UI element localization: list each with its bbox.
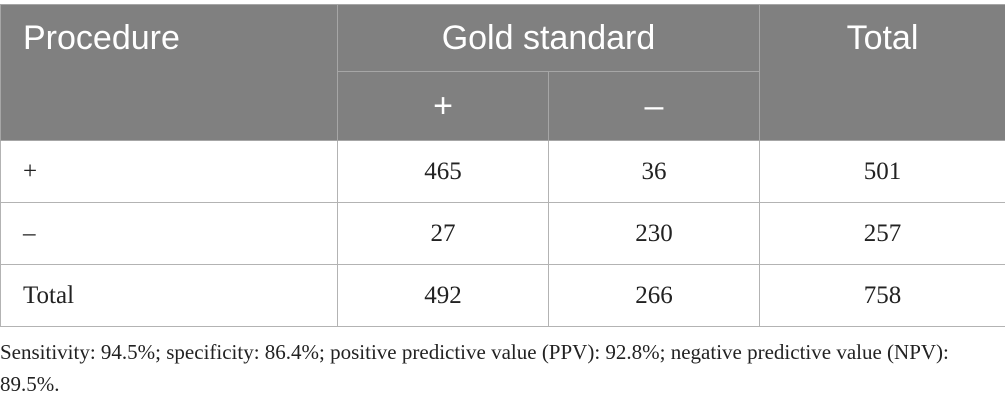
table-row: Total 492 266 758 (0, 264, 1005, 327)
header-total: Total (759, 4, 1005, 141)
cell-gold-negative: 266 (548, 264, 760, 327)
header-gold-standard: Gold standard (337, 4, 760, 72)
cell-gold-positive: 27 (337, 202, 549, 265)
table-row: – 27 230 257 (0, 202, 1005, 265)
table-body: + 465 36 501 – 27 230 257 Total 492 266 … (0, 140, 1005, 327)
header-gold-positive: + (337, 71, 549, 141)
cell-total: 501 (759, 140, 1005, 203)
table-row: + 465 36 501 (0, 140, 1005, 203)
cell-gold-negative: 230 (548, 202, 760, 265)
cell-gold-positive: 465 (337, 140, 549, 203)
row-label: Total (0, 264, 338, 327)
diagnostic-accuracy-table-container: Procedure Gold standard Total + – + 465 … (0, 4, 1005, 327)
cell-gold-negative: 36 (548, 140, 760, 203)
table-header: Procedure Gold standard Total + – (0, 4, 1005, 141)
header-row-top: Procedure Gold standard Total (0, 4, 1005, 141)
header-row-sub: + – (1, 71, 1005, 141)
cell-total: 758 (759, 264, 1005, 327)
row-label: – (0, 202, 338, 265)
table-footnote: Sensitivity: 94.5%; specificity: 86.4%; … (0, 340, 949, 396)
header-procedure: Procedure (0, 4, 338, 141)
header-gold-negative: – (548, 71, 760, 141)
diagnostic-accuracy-table: Procedure Gold standard Total + – + 465 … (0, 4, 1005, 327)
cell-gold-positive: 492 (337, 264, 549, 327)
cell-total: 257 (759, 202, 1005, 265)
row-label: + (0, 140, 338, 203)
